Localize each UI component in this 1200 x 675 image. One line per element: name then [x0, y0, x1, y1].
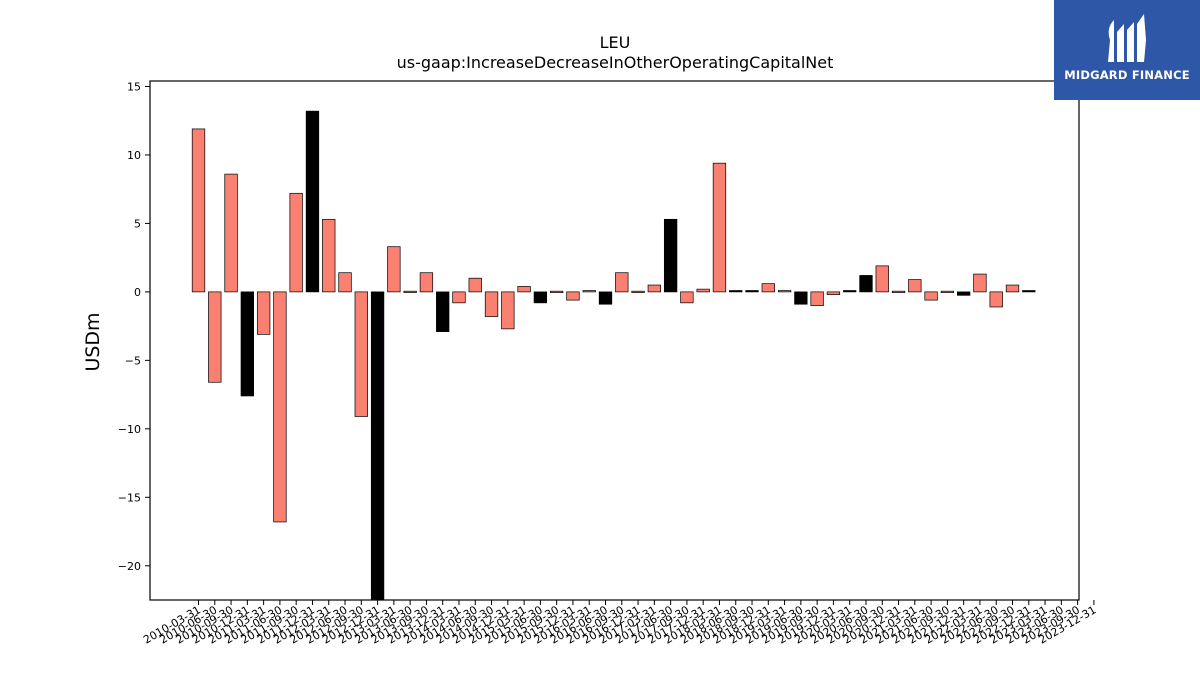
bar-2020-03-31 — [843, 290, 857, 293]
bar-2012-03-31 — [322, 218, 336, 293]
bar-2019-06-30 — [794, 291, 808, 305]
bars-group — [191, 110, 1036, 601]
bar-2013-09-30 — [419, 272, 434, 293]
bar-2017-09-30 — [680, 291, 694, 304]
bar-2012-09-30 — [354, 291, 368, 417]
bar-2018-12-31 — [761, 283, 775, 293]
bar-2014-03-31 — [452, 291, 466, 304]
bar-2019-03-31 — [777, 290, 792, 293]
bar-2022-09-30 — [1005, 284, 1020, 293]
y-tick-label: 5 — [134, 217, 141, 230]
bar-2015-12-31 — [566, 291, 580, 301]
bar-2011-12-31 — [305, 110, 320, 293]
plot-frame — [149, 80, 1080, 601]
midgard-logo-icon — [1108, 14, 1146, 62]
logo-text: MIDGARD FINANCE — [1064, 68, 1190, 82]
bar-2011-06-30 — [273, 291, 287, 523]
bar-2010-03-31 — [191, 128, 206, 293]
bar-2013-12-31 — [436, 291, 450, 332]
y-axis-label: USDm — [82, 312, 104, 371]
bar-2010-12-31 — [240, 291, 254, 397]
bar-2016-06-30 — [598, 291, 613, 305]
bar-2011-03-31 — [256, 291, 271, 335]
bar-2013-06-30 — [403, 290, 417, 293]
y-tick-label: −5 — [125, 354, 141, 367]
bar-2014-12-31 — [501, 291, 515, 330]
y-tick-label: 0 — [134, 286, 141, 299]
bar-2016-12-31 — [631, 290, 645, 293]
bar-2010-06-30 — [208, 291, 222, 383]
bar-2019-09-30 — [810, 291, 824, 306]
bar-2013-03-31 — [387, 246, 401, 293]
bar-2012-06-30 — [338, 272, 352, 293]
bar-2021-12-31 — [957, 291, 971, 296]
y-tick-label: −15 — [118, 491, 141, 504]
y-tick-label: −20 — [118, 560, 141, 573]
bar-2020-09-30 — [875, 265, 889, 293]
y-tick-label: −10 — [118, 423, 141, 436]
bar-2015-03-31 — [517, 286, 531, 293]
bar-2017-03-31 — [647, 284, 661, 293]
chart-title: LEU — [600, 33, 631, 52]
bar-2017-06-30 — [663, 218, 678, 293]
bar-2011-09-30 — [289, 192, 303, 293]
bar-2022-03-31 — [973, 273, 987, 293]
bar-2019-12-31 — [826, 291, 841, 295]
bar-2015-09-30 — [550, 290, 564, 293]
bar-2020-12-31 — [891, 290, 906, 293]
bar-2021-03-31 — [908, 279, 922, 293]
bar-2018-03-31 — [712, 162, 727, 293]
bar-2014-09-30 — [484, 291, 499, 317]
bar-2022-06-30 — [989, 291, 1003, 308]
bar-2012-12-31 — [370, 291, 385, 601]
y-tick-label: 10 — [127, 149, 141, 162]
bar-2010-09-30 — [224, 173, 238, 293]
bar-2022-12-31 — [1022, 290, 1036, 293]
bar-2015-06-30 — [533, 291, 548, 304]
bar-2014-06-30 — [468, 277, 482, 293]
bar-2017-12-31 — [696, 288, 710, 293]
bar-2018-09-30 — [745, 290, 759, 293]
bar-2018-06-30 — [729, 290, 743, 293]
chart-subtitle: us-gaap:IncreaseDecreaseInOtherOperating… — [397, 53, 834, 72]
bar-2020-06-30 — [859, 275, 873, 293]
bar-2016-09-30 — [615, 272, 629, 293]
midgard-finance-logo: MIDGARD FINANCE — [1054, 0, 1200, 100]
x-axis-ticks: 2010-03-312010-06-302010-09-302010-12-31… — [141, 600, 1098, 647]
y-tick-label: 15 — [127, 80, 141, 93]
bar-2021-06-30 — [924, 291, 938, 301]
y-axis-ticks: 15 10 5 0 −5 −10 −15 −20 — [118, 80, 150, 573]
bar-2021-09-30 — [940, 290, 955, 293]
bar-2016-03-31 — [582, 290, 596, 293]
